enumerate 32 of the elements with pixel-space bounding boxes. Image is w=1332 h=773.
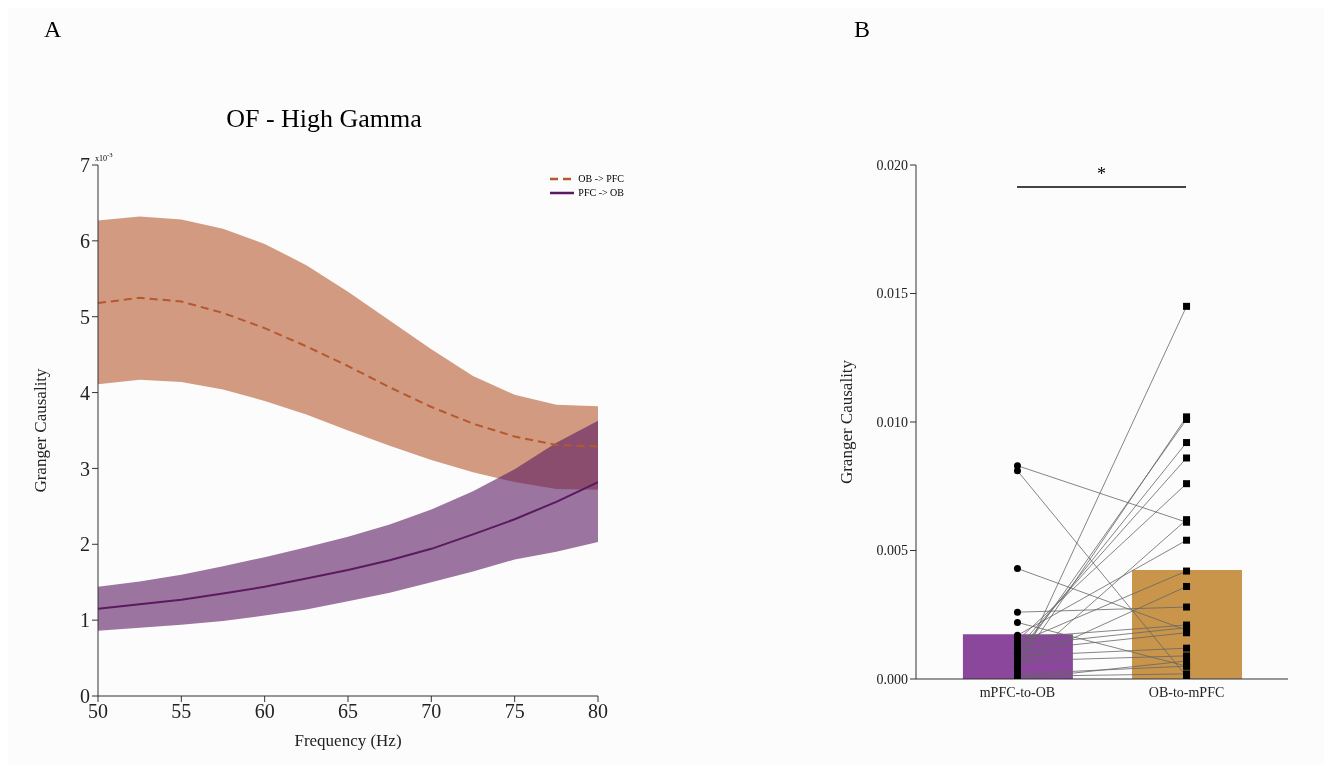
x-tick-label: OB-to-mPFC	[1148, 684, 1225, 700]
x-tick-label: 70	[421, 700, 442, 723]
y-axis-title: Granger Causality	[837, 359, 857, 485]
y-tick-label: 6	[80, 229, 90, 252]
chart-title: OF - High Gamma	[225, 104, 423, 134]
y-tick-label: 2	[80, 533, 90, 556]
y-tick-label: 4	[80, 381, 90, 404]
y-tick-label: 1	[80, 609, 90, 632]
y-tick-label: 7	[80, 154, 90, 177]
y-tick-label: 0.020	[876, 157, 908, 173]
y-tick-label: 0.010	[876, 414, 908, 430]
legend-label: OB -> PFC	[578, 173, 624, 184]
y-axis-title: Granger Causality	[31, 367, 51, 493]
x-tick-label: 75	[504, 700, 525, 723]
text: x10$^{-3}$	[95, 151, 113, 163]
y-tick-label: 0.015	[876, 286, 908, 302]
text: B	[854, 16, 871, 43]
x-axis-title: Frequency (Hz)	[294, 731, 402, 750]
annotation: *	[1096, 164, 1107, 185]
y-tick-label: 3	[80, 457, 90, 480]
x-tick-label: 55	[171, 700, 192, 723]
x-tick-label: 50	[88, 700, 108, 723]
y-tick-label: 5	[80, 305, 90, 328]
x-tick-label: mPFC-to-OB	[979, 684, 1056, 700]
legend-label: PFC -> OB	[578, 187, 624, 198]
y-tick-label: 0.000	[876, 671, 908, 687]
x-tick-label: 80	[588, 700, 608, 723]
y-tick-label: 0.005	[876, 543, 908, 559]
text: A	[44, 16, 62, 43]
x-tick-label: 60	[254, 700, 275, 723]
y-tick-label: 0	[80, 685, 90, 708]
x-tick-label: 65	[338, 700, 358, 723]
